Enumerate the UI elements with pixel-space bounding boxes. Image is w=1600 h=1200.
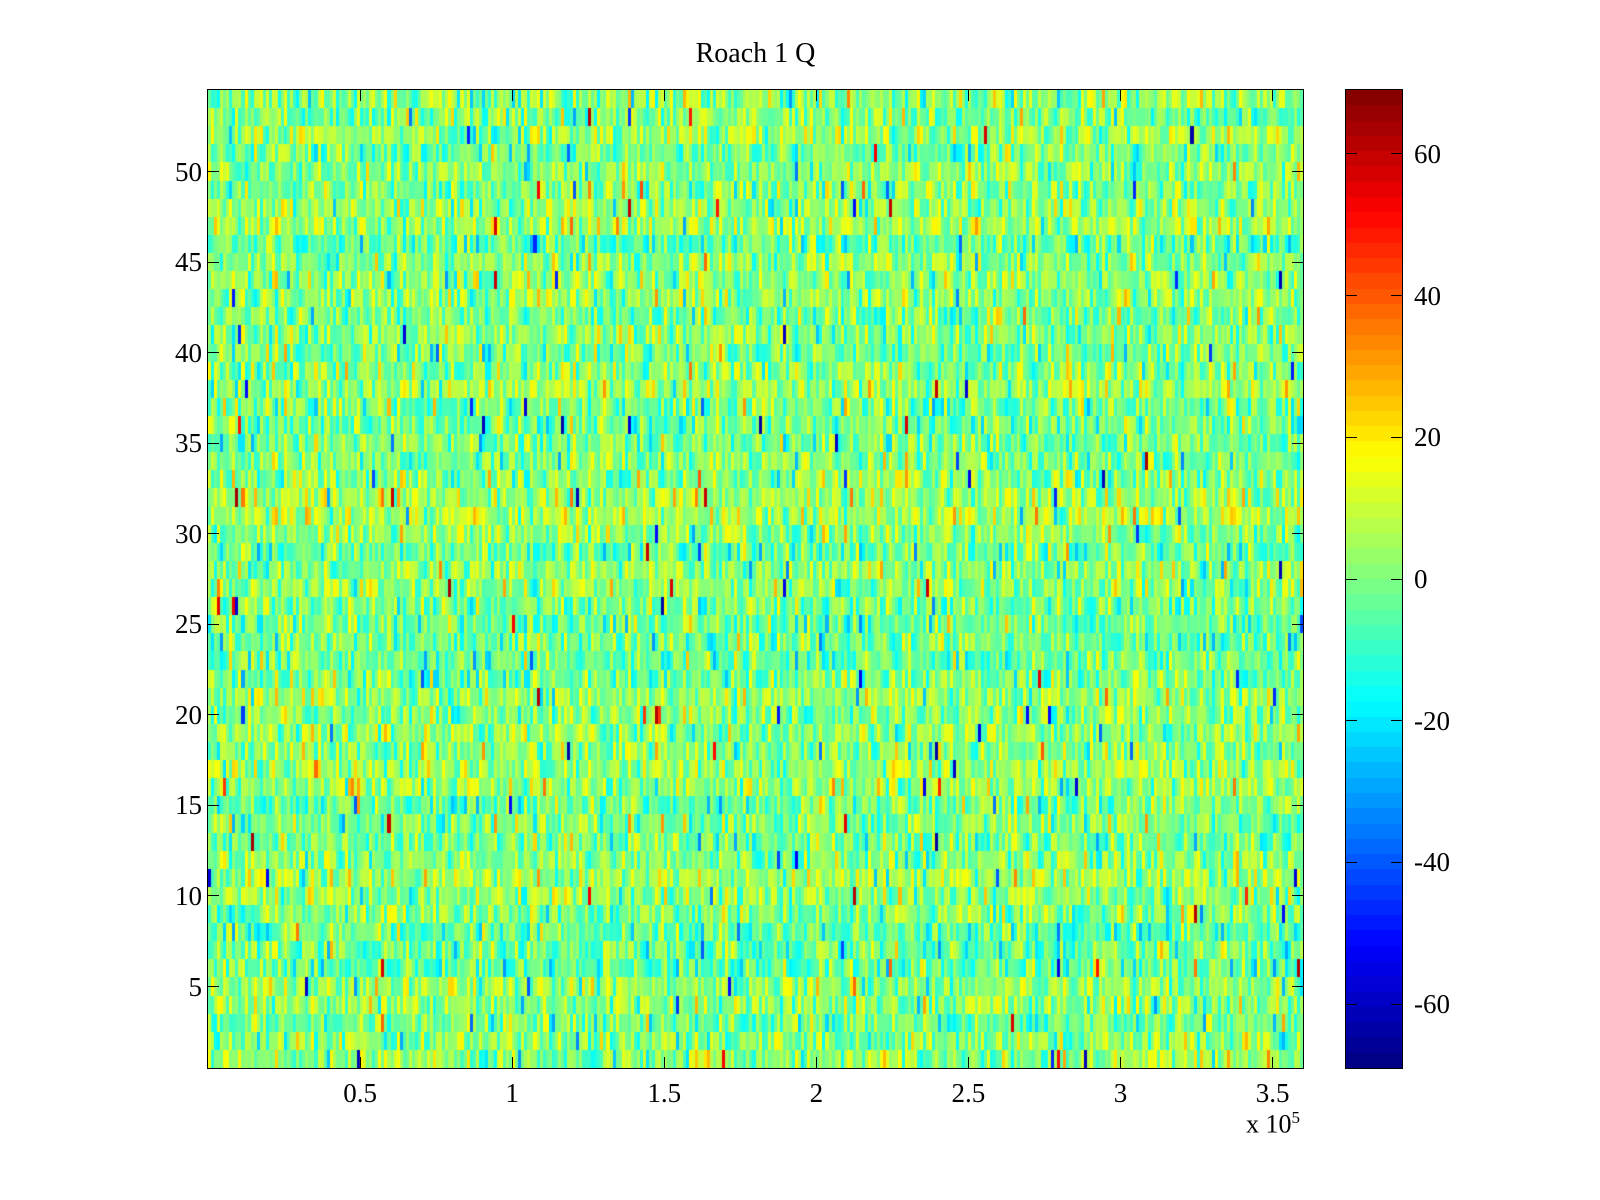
colorbar-tick-label: 0 <box>1414 564 1428 594</box>
x-tick-label: 2 <box>809 1078 824 1108</box>
x-tick-label: 2.5 <box>951 1078 986 1108</box>
colorbar-tick-label: 60 <box>1414 138 1441 169</box>
y-tick-mark-right <box>1292 171 1303 172</box>
chart-title: Roach 1 Q <box>695 38 816 69</box>
y-tick-mark <box>208 352 219 354</box>
x-tick-label: 1.5 <box>647 1078 682 1108</box>
y-tick-label: 30 <box>175 518 202 549</box>
y-tick-mark-right <box>1292 352 1303 354</box>
y-tick-label: 40 <box>175 337 202 368</box>
x-tick-mark-top <box>967 90 969 101</box>
colorbar-box <box>1345 89 1403 1069</box>
x-tick-mark-top <box>815 90 817 101</box>
colorbar-tick-mark-right <box>1391 295 1402 297</box>
x-tick-mark <box>1120 1057 1121 1068</box>
colorbar-tick-mark-left <box>1346 436 1357 438</box>
colorbar-tick-label: -40 <box>1414 847 1450 878</box>
y-tick-mark <box>208 714 219 716</box>
colorbar-tick-mark-left <box>1346 578 1357 580</box>
x-tick-mark-top <box>511 90 513 101</box>
colorbar-tick-label: -60 <box>1414 989 1450 1020</box>
plot-axes-box <box>207 89 1304 1069</box>
y-tick-mark <box>208 895 219 897</box>
x-tick-mark <box>815 1057 817 1068</box>
colorbar-tick-label: 40 <box>1414 280 1441 311</box>
colorbar-tick-mark-right <box>1391 720 1402 722</box>
colorbar-tick-label: -20 <box>1414 705 1450 736</box>
colorbar-tick-mark-left <box>1346 1003 1357 1005</box>
colorbar-tick-mark-left <box>1346 861 1357 863</box>
colorbar-tick-mark-right <box>1391 436 1402 438</box>
y-tick-label: 25 <box>175 609 202 640</box>
y-tick-label: 5 <box>188 971 203 1002</box>
colorbar-tick-mark-right <box>1391 153 1402 155</box>
x-tick-mark <box>359 1057 361 1068</box>
y-tick-mark <box>208 442 219 444</box>
y-tick-label: 20 <box>175 699 202 730</box>
colorbar-tick-mark-left <box>1346 153 1357 155</box>
y-tick-label: 45 <box>175 247 202 278</box>
heatmap-image <box>208 90 1303 1068</box>
x-tick-label: 3 <box>1113 1078 1128 1108</box>
x-tick-label: 0.5 <box>343 1078 377 1108</box>
x-tick-mark <box>663 1057 665 1068</box>
colorbar-tick-mark-right <box>1391 861 1402 863</box>
y-tick-mark-right <box>1292 623 1303 625</box>
y-tick-mark <box>208 986 219 987</box>
y-tick-mark <box>208 804 219 806</box>
x-tick-mark-top <box>663 90 665 101</box>
y-tick-mark-right <box>1292 261 1303 263</box>
colorbar-tick-mark-left <box>1346 720 1357 722</box>
x-axis-exponent-power: 5 <box>1291 1108 1301 1127</box>
y-tick-label: 15 <box>175 790 202 821</box>
y-tick-mark <box>208 171 219 172</box>
colorbar-tick-label: 20 <box>1414 422 1441 453</box>
y-tick-mark-right <box>1292 442 1303 444</box>
colorbar-tick-mark-left <box>1346 295 1357 297</box>
x-tick-mark-top <box>1272 90 1274 101</box>
y-tick-mark <box>208 533 219 535</box>
y-tick-mark-right <box>1292 714 1303 716</box>
y-tick-mark-right <box>1292 895 1303 897</box>
y-tick-label: 50 <box>175 156 202 187</box>
y-tick-label: 10 <box>175 880 202 911</box>
y-tick-mark-right <box>1292 533 1303 535</box>
y-tick-label: 35 <box>175 428 202 459</box>
x-tick-label: 3.5 <box>1255 1078 1290 1108</box>
colorbar-tick-mark-right <box>1391 1003 1402 1005</box>
x-tick-mark <box>511 1057 513 1068</box>
x-tick-mark <box>1272 1057 1274 1068</box>
y-tick-mark <box>208 261 219 263</box>
y-tick-mark-right <box>1292 986 1303 987</box>
y-tick-mark <box>208 623 219 625</box>
x-tick-mark <box>967 1057 969 1068</box>
colorbar-tick-mark-right <box>1391 578 1402 580</box>
x-tick-label: 1 <box>505 1078 519 1108</box>
x-axis-exponent-base: x 10 <box>1246 1109 1292 1139</box>
y-tick-mark-right <box>1292 804 1303 806</box>
x-tick-mark-top <box>1120 90 1121 101</box>
x-tick-mark-top <box>359 90 361 101</box>
x-axis-exponent-label: x 105 <box>1218 1108 1328 1140</box>
